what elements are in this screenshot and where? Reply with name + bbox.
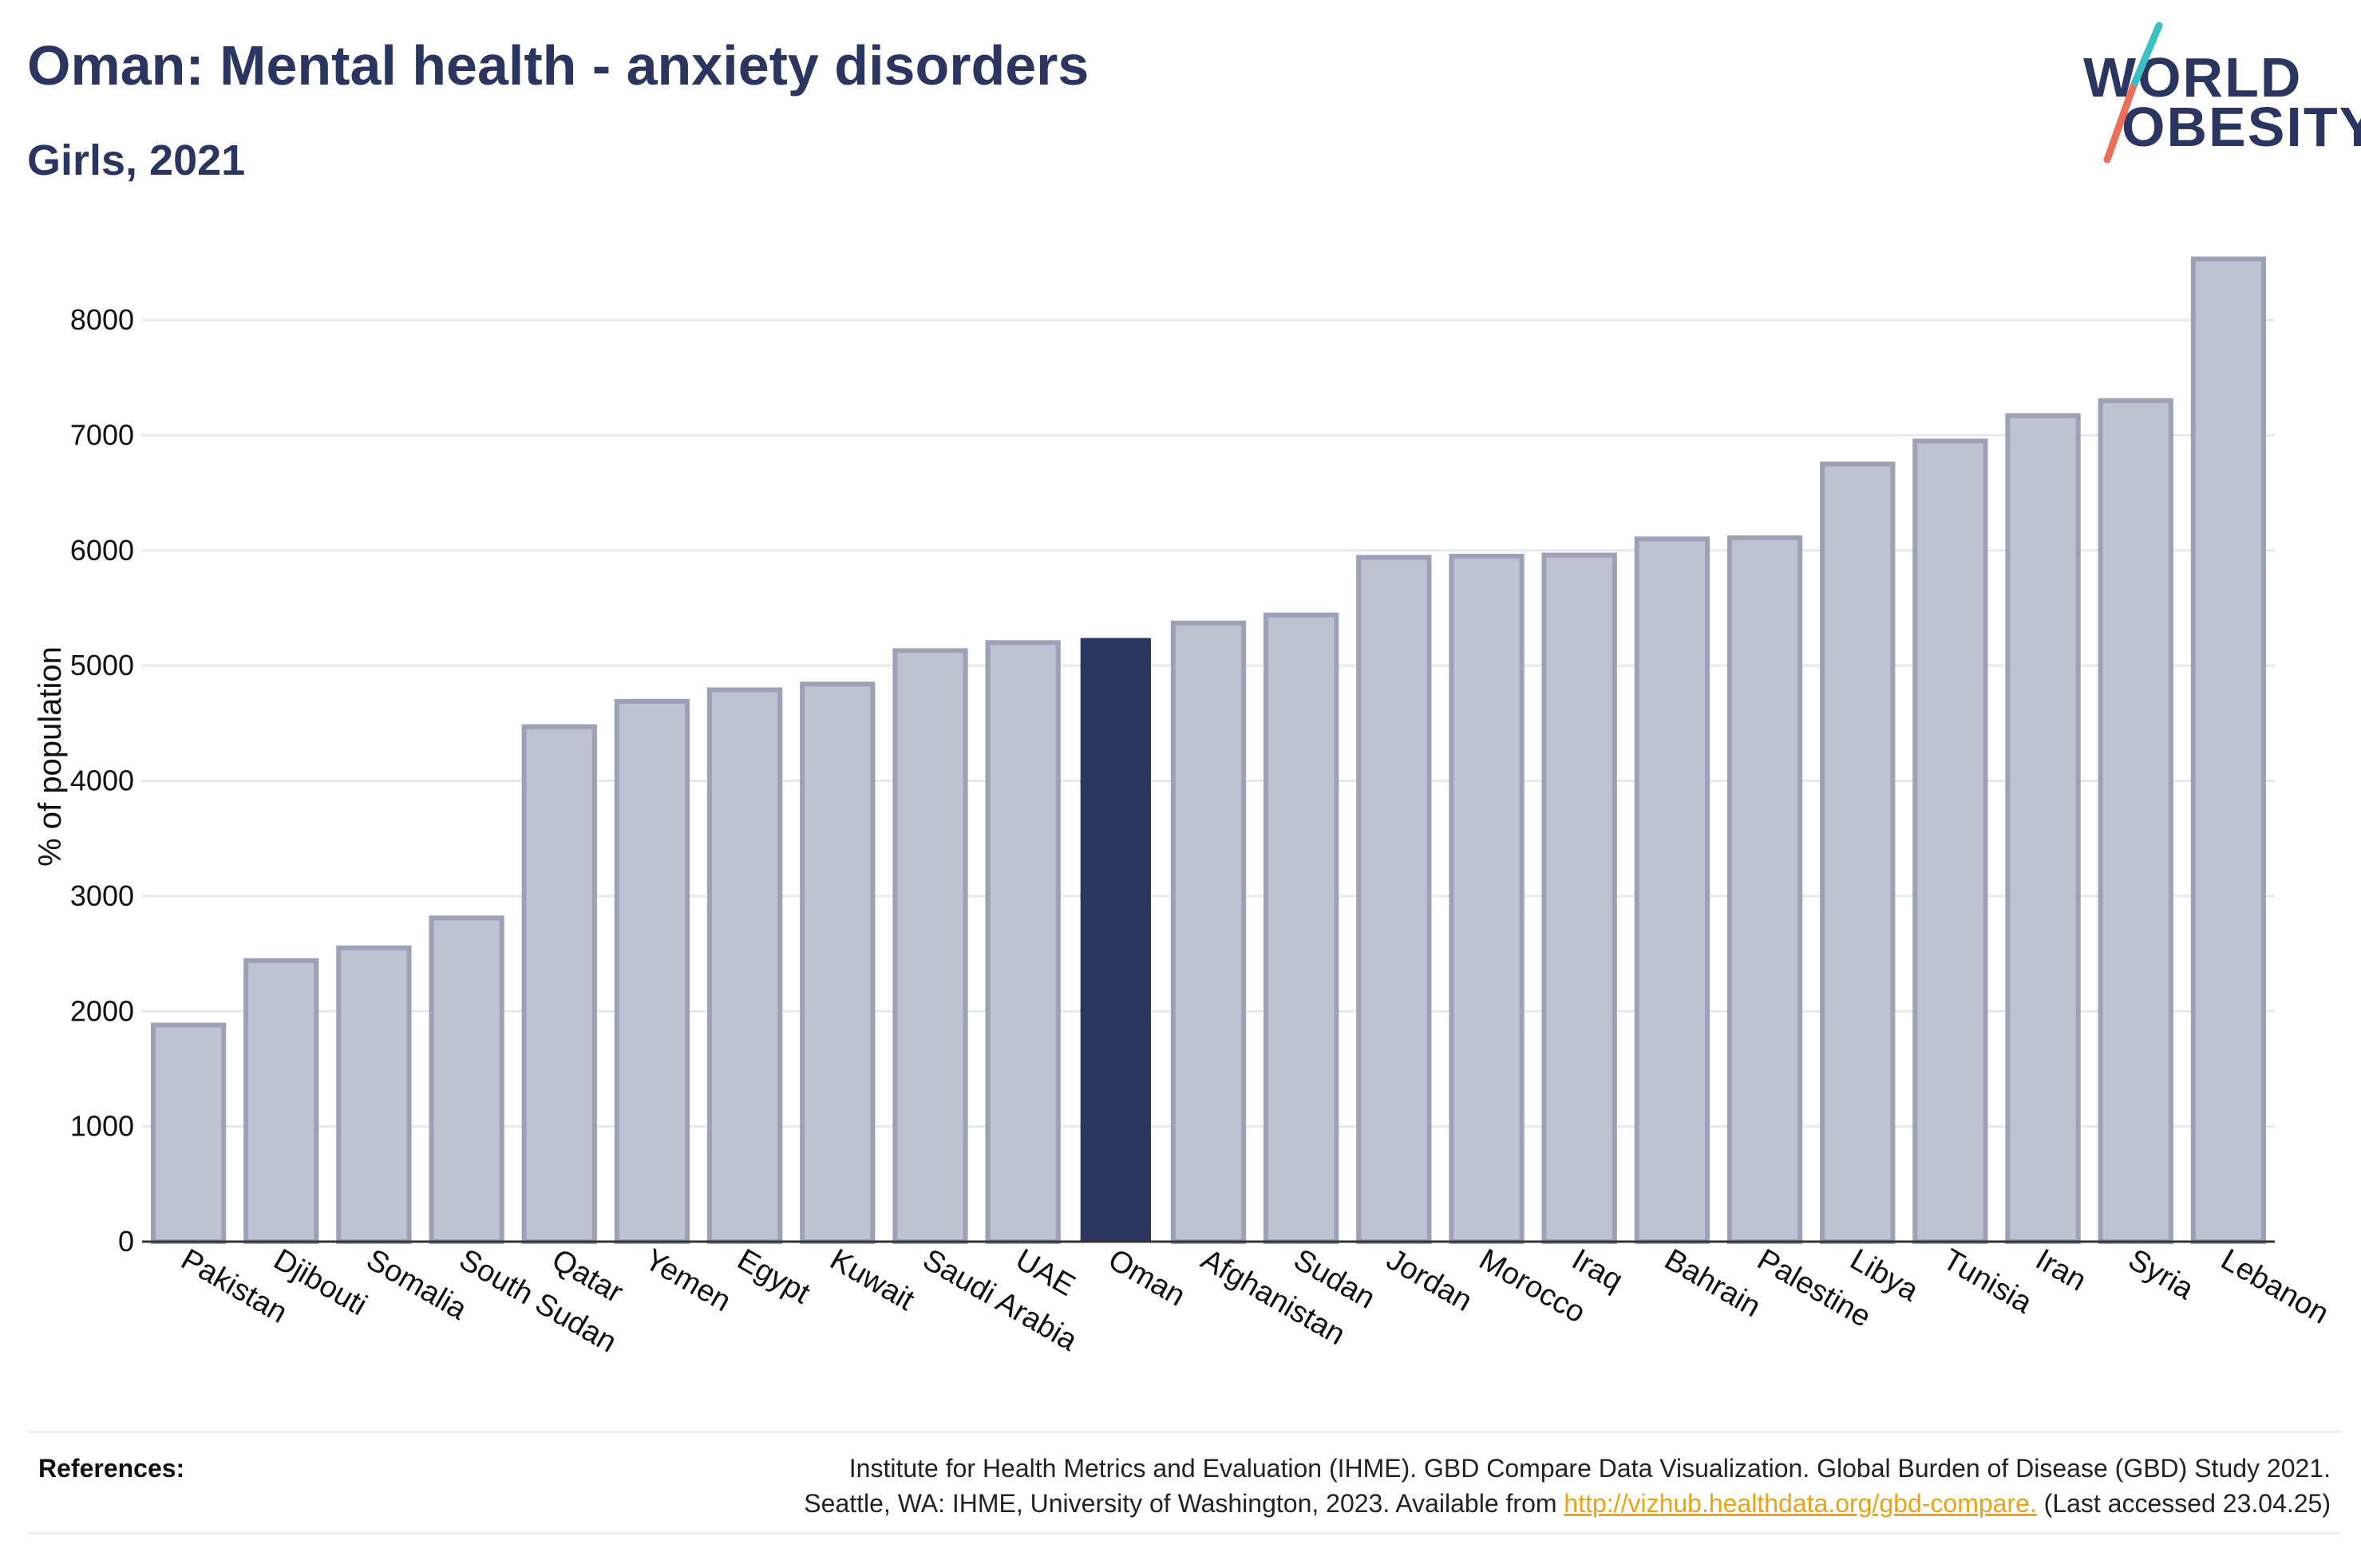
references-label: References: <box>38 1454 185 1483</box>
logo-slash-icon <box>2103 22 2163 164</box>
x-tick-label: Oman <box>1102 1242 1191 1313</box>
y-tick-label: 1000 <box>70 1110 134 1143</box>
reference-line-1: Institute for Health Metrics and Evaluat… <box>848 1454 2331 1483</box>
bar-yemen <box>614 698 690 1244</box>
bar-uae <box>985 640 1061 1244</box>
x-tick-label: Kuwait <box>825 1242 920 1317</box>
x-tick-label: Tunisia <box>1937 1242 2039 1320</box>
x-tick-label: Egypt <box>732 1242 817 1310</box>
world-obesity-logo: WORLD OBESITY <box>2083 16 2361 176</box>
bar-south-sudan <box>429 915 504 1244</box>
x-tick-label: Iraq <box>1566 1242 1628 1297</box>
y-tick-label: 7000 <box>70 418 134 451</box>
x-tick-label: Bahrain <box>1659 1242 1766 1324</box>
bar-libya <box>1820 461 1896 1244</box>
bars <box>150 256 2267 1245</box>
x-tick-label: Syria <box>2122 1242 2200 1306</box>
bar-lebanon <box>2190 256 2267 1245</box>
y-tick-labels: 0 1000 2000 3000 4000 5000 6000 7000 8000 <box>70 303 134 1258</box>
bar-palestine <box>1726 535 1803 1244</box>
chart-subtitle: Girls, 2021 <box>27 136 246 184</box>
references-section: References: Institute for Health Metrics… <box>27 1431 2342 1534</box>
x-tick-label: Morocco <box>1473 1242 1591 1329</box>
bar-djibouti <box>243 958 319 1245</box>
y-tick-label: 0 <box>118 1225 134 1258</box>
bar-sudan <box>1264 612 1339 1244</box>
x-tick-label: Somalia <box>361 1242 473 1326</box>
references-text: Institute for Health Metrics and Evaluat… <box>804 1451 2331 1521</box>
logo-word-obesity: OBESITY <box>2122 96 2361 158</box>
reference-line-2-suffix: (Last accessed 23.04.25) <box>2036 1489 2331 1518</box>
x-tick-label: Iran <box>2030 1242 2092 1297</box>
bar-afghanistan <box>1170 620 1247 1244</box>
y-tick-label: 3000 <box>70 879 134 912</box>
bar-saudi-arabia <box>892 648 968 1244</box>
logo-word-world: WORLD <box>2083 46 2303 109</box>
y-tick-label: 5000 <box>70 649 134 681</box>
bar-jordan <box>1356 555 1432 1244</box>
bar-syria <box>2098 398 2173 1244</box>
y-tick-label: 2000 <box>70 994 134 1027</box>
reference-link[interactable]: http://vizhub.healthdata.org/gbd-compare… <box>1564 1489 2037 1518</box>
bar-bahrain <box>1634 536 1710 1244</box>
bar-egypt <box>706 687 783 1244</box>
x-tick-label: Yemen <box>639 1242 736 1318</box>
bar-chart: 0 1000 2000 3000 4000 5000 6000 7000 8000 Pakist… <box>33 256 2335 1360</box>
y-tick-label: 4000 <box>70 764 134 797</box>
x-tick-label: Pakistan <box>176 1242 293 1329</box>
bar-morocco <box>1449 554 1525 1244</box>
bar-qatar <box>521 724 597 1244</box>
y-axis-label: % of population <box>33 646 68 867</box>
bar-iraq <box>1541 552 1617 1244</box>
x-tick-label: Lebanon <box>2215 1242 2334 1330</box>
bar-pakistan <box>150 1022 227 1244</box>
bar-tunisia <box>1912 438 1988 1244</box>
page-title: Oman: Mental health - anxiety disorders <box>27 34 1090 97</box>
x-tick-label: Jordan <box>1381 1242 1478 1317</box>
bar-highlight-oman <box>1080 638 1151 1242</box>
y-tick-label: 6000 <box>70 534 134 567</box>
reference-line-2-prefix: Seattle, WA: IHME, University of Washing… <box>804 1489 1564 1518</box>
x-tick-label: South Sudan <box>453 1242 622 1359</box>
bar-iran <box>2005 413 2081 1244</box>
bar-kuwait <box>800 681 876 1244</box>
y-tick-label: 8000 <box>70 303 134 336</box>
bar-somalia <box>336 945 412 1244</box>
x-tick-label: Saudi Arabia <box>917 1242 1083 1358</box>
